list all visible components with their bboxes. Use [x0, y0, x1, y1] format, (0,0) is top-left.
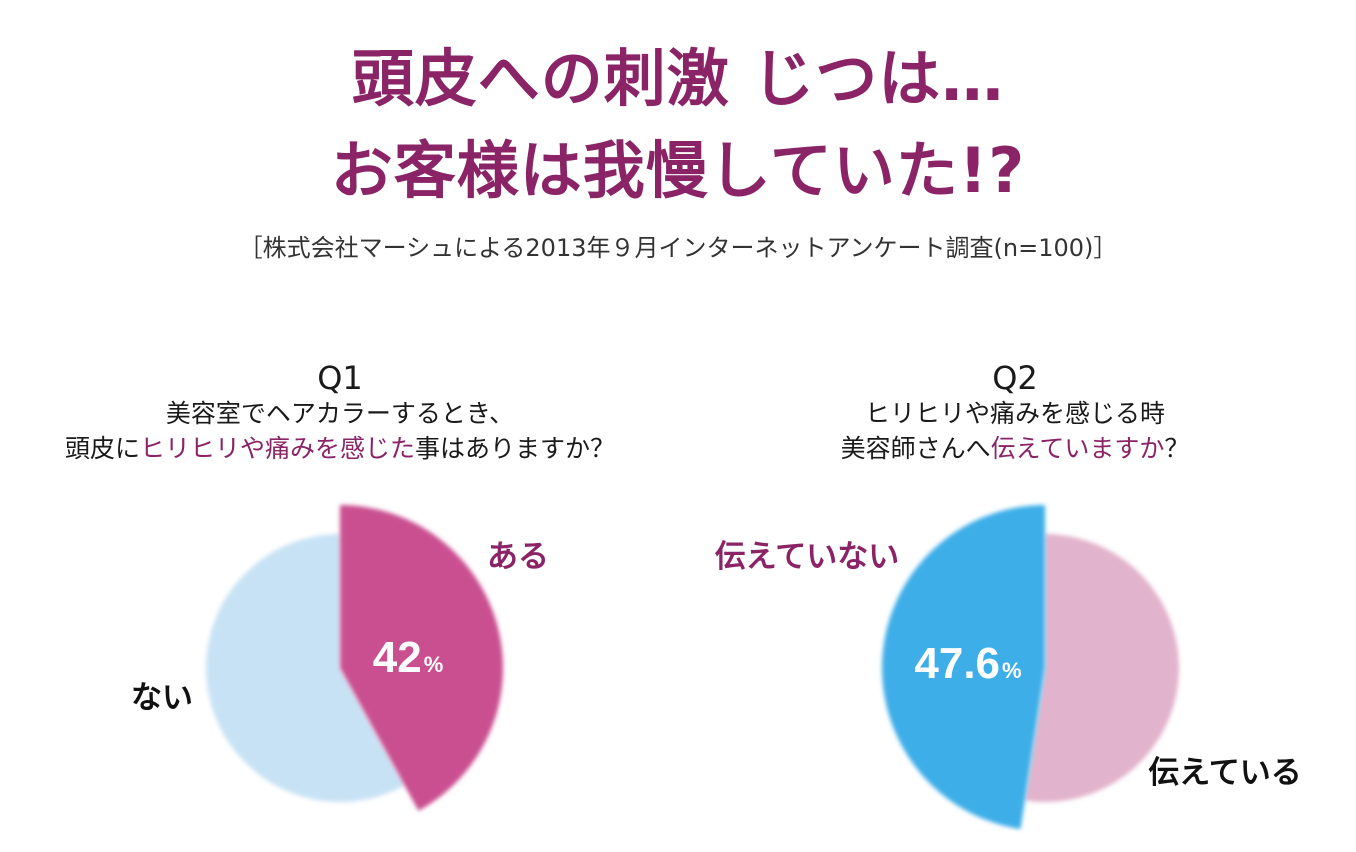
q2-line-2-post: ？	[1164, 434, 1190, 463]
pct-label-tsutaeteinai: 47.6%	[914, 639, 1021, 688]
q1-line-2-highlight: ヒリヒリや痛みを感じた	[139, 434, 415, 463]
label-tsutaeteiru: 伝えている	[1148, 755, 1301, 791]
q2-question: Q2 ヒリヒリや痛みを感じる時 美容師さんへ伝えていますか？	[715, 360, 1315, 466]
q1-line-1: 美容室でヘアカラーするとき、	[165, 399, 515, 428]
slice-tsutaeteiru	[1024, 534, 1180, 802]
q1-line-2-pre: 頭皮に	[64, 434, 140, 463]
q2-line-2: 美容師さんへ伝えていますか？	[715, 431, 1315, 466]
survey-source: ［株式会社マーシュによる2013年９月インターネットアンケート調査(n=100)…	[238, 234, 1118, 262]
label-aru: ある	[487, 539, 549, 575]
q1-line-2: 頭皮にヒリヒリや痛みを感じた事はありますか？	[40, 431, 640, 466]
main-title-line-1: 頭皮への刺激 じつは…	[351, 42, 1005, 115]
slice-aru	[340, 505, 503, 811]
q1-question: Q1 美容室でヘアカラーするとき、 頭皮にヒリヒリや痛みを感じた事はありますか？	[40, 360, 640, 466]
q2-number: Q2	[992, 359, 1038, 397]
label-nai: ない	[131, 680, 193, 716]
label-tsutaeteinai: 伝えていない	[715, 539, 899, 575]
q2-line-2-highlight: 伝えていますか	[990, 434, 1165, 463]
slice-tsutaeteinai	[882, 505, 1045, 830]
q1-line-2-post: 事はありますか？	[415, 434, 616, 463]
q1-number: Q1	[317, 359, 363, 397]
q2-line-2-pre: 美容師さんへ	[840, 434, 991, 463]
main-title-line-2: お客様は我慢していた!?	[330, 134, 1026, 207]
pct-label-aru: 42%	[373, 633, 444, 682]
q2-line-1: ヒリヒリや痛みを感じる時	[864, 399, 1165, 428]
slice-nai	[205, 534, 405, 802]
